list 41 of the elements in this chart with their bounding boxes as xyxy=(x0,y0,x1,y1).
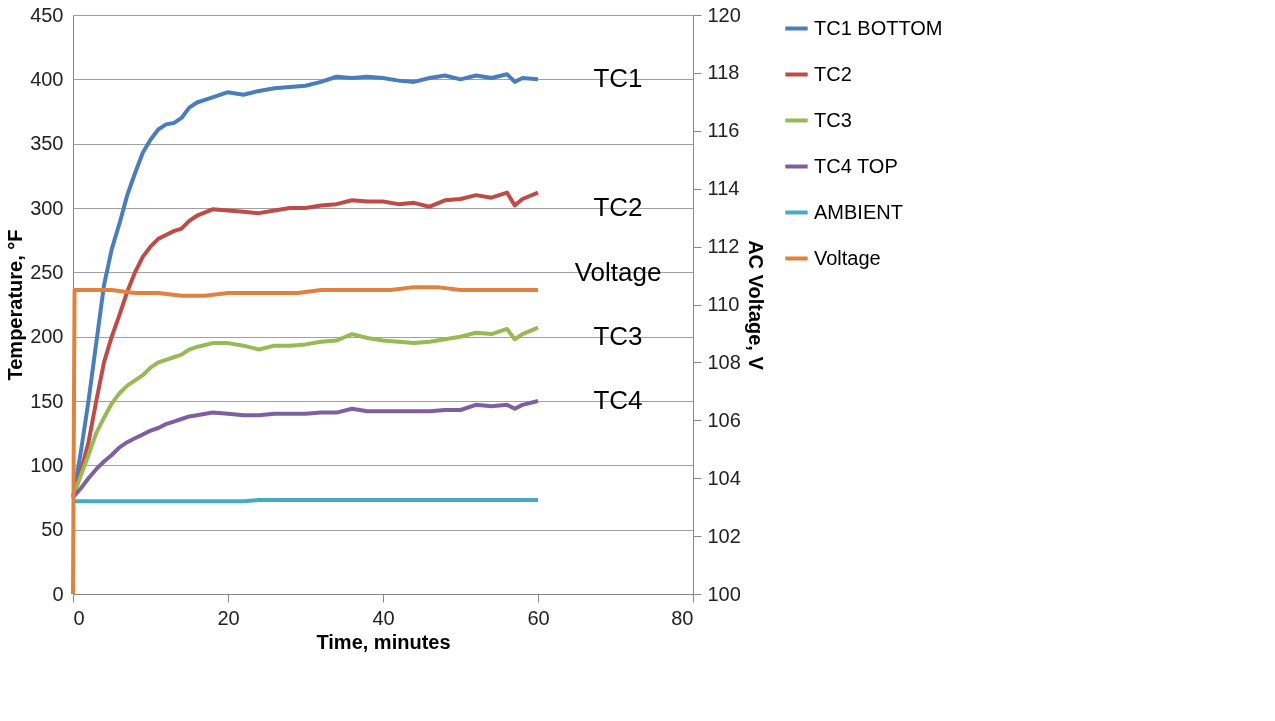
legend-label: TC4 TOP xyxy=(814,154,898,177)
y-tick-label: 350 xyxy=(30,132,64,155)
y2-tick-label: 112 xyxy=(707,235,740,258)
y-tick-label: 250 xyxy=(30,260,64,283)
y2-tick-label: 102 xyxy=(707,524,741,547)
x-tick-label: 80 xyxy=(671,606,694,629)
legend-label: AMBIENT xyxy=(814,200,903,223)
y-tick-label: 50 xyxy=(41,518,64,541)
y-axis-title: Temperature, °F xyxy=(4,229,27,381)
x-tick-label: 0 xyxy=(73,606,85,629)
annotation: TC3 xyxy=(593,321,643,351)
y2-tick-label: 110 xyxy=(707,293,740,315)
y2-tick-label: 114 xyxy=(707,177,740,200)
y-tick-label: 400 xyxy=(30,67,64,90)
legend-label: Voltage xyxy=(814,246,881,269)
x-tick-label: 20 xyxy=(217,606,240,629)
legend-label: TC2 xyxy=(814,62,852,85)
line-series xyxy=(71,285,540,596)
y2-tick-label: 120 xyxy=(707,3,741,26)
y2-axis-title: AC Voltage, V xyxy=(744,240,767,371)
y-tick-label: 150 xyxy=(30,389,64,412)
y-tick-label: 450 xyxy=(30,3,64,26)
y2-tick-label: 118 xyxy=(707,61,740,84)
y-tick-label: 100 xyxy=(30,453,64,476)
x-tick-label: 40 xyxy=(372,606,395,629)
x-tick-label: 60 xyxy=(527,606,550,629)
annotation: TC1 xyxy=(593,63,643,93)
annotation: Voltage xyxy=(574,257,662,287)
y2-tick-label: 116 xyxy=(707,119,740,142)
y2-tick-label: 106 xyxy=(707,408,741,431)
legend-label: TC3 xyxy=(814,108,852,131)
y-tick-label: 0 xyxy=(52,582,64,605)
legend-label: TC1 BOTTOM xyxy=(814,16,943,39)
annotation: TC4 xyxy=(593,385,643,415)
y2-tick-label: 108 xyxy=(707,350,741,373)
x-axis-title: Time, minutes xyxy=(316,630,451,653)
y2-tick-label: 104 xyxy=(707,466,741,489)
annotation: TC2 xyxy=(593,192,643,222)
y-tick-label: 200 xyxy=(30,325,64,348)
y-tick-label: 300 xyxy=(30,196,64,219)
y2-tick-label: 100 xyxy=(707,582,741,605)
